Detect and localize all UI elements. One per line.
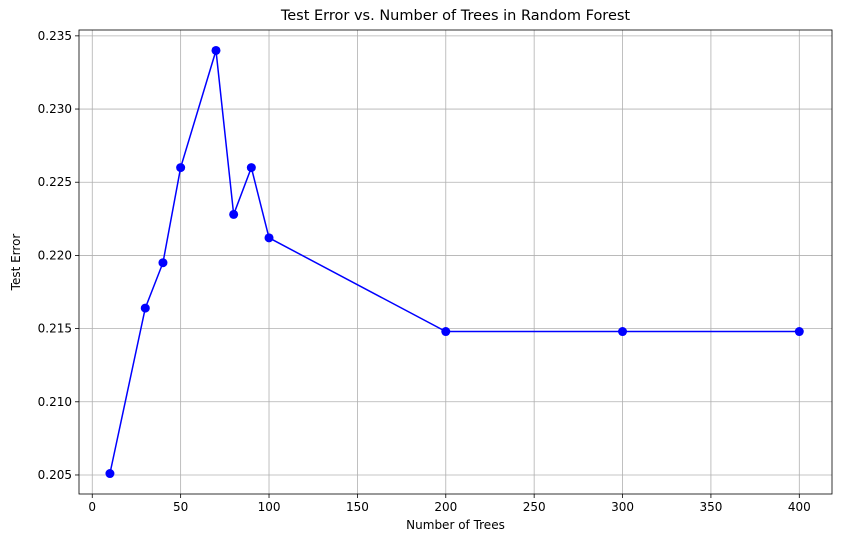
y-tick-label: 0.225 xyxy=(38,175,72,189)
data-point xyxy=(441,327,451,337)
data-point xyxy=(264,233,274,243)
data-point xyxy=(246,163,256,173)
x-tick-label: 400 xyxy=(788,500,811,514)
data-point xyxy=(176,163,186,173)
grid xyxy=(79,30,832,494)
x-tick-label: 0 xyxy=(88,500,96,514)
ticks: 0 50 100 150 200 250 300 350 400 0.205 0.210 0.215 0… xyxy=(38,29,811,514)
plot-frame xyxy=(78,29,833,495)
x-tick-label: 50 xyxy=(173,500,188,514)
chart-title: Test Error vs. Number of Trees in Random… xyxy=(280,8,631,24)
data-point xyxy=(794,327,804,337)
data-point xyxy=(105,469,115,479)
series-layer xyxy=(105,45,804,479)
x-tick-label: 350 xyxy=(699,500,722,514)
data-point xyxy=(229,209,239,219)
x-tick-label: 250 xyxy=(523,500,546,514)
data-point xyxy=(140,303,150,313)
y-tick-label: 0.210 xyxy=(38,395,72,409)
y-tick-label: 0.230 xyxy=(38,102,72,116)
x-tick-label: 200 xyxy=(434,500,457,514)
data-point xyxy=(618,327,628,337)
y-tick-label: 0.235 xyxy=(38,29,72,43)
data-point xyxy=(158,258,168,268)
x-axis-label: Number of Trees xyxy=(406,518,505,532)
y-tick-label: 0.215 xyxy=(38,322,72,336)
x-tick-label: 150 xyxy=(346,500,369,514)
y-axis-label: Test Error xyxy=(9,234,23,292)
x-tick-label: 300 xyxy=(611,500,634,514)
y-tick-label: 0.220 xyxy=(38,248,72,262)
data-point xyxy=(211,45,221,55)
y-tick-label: 0.205 xyxy=(38,468,72,482)
x-tick-label: 100 xyxy=(258,500,281,514)
